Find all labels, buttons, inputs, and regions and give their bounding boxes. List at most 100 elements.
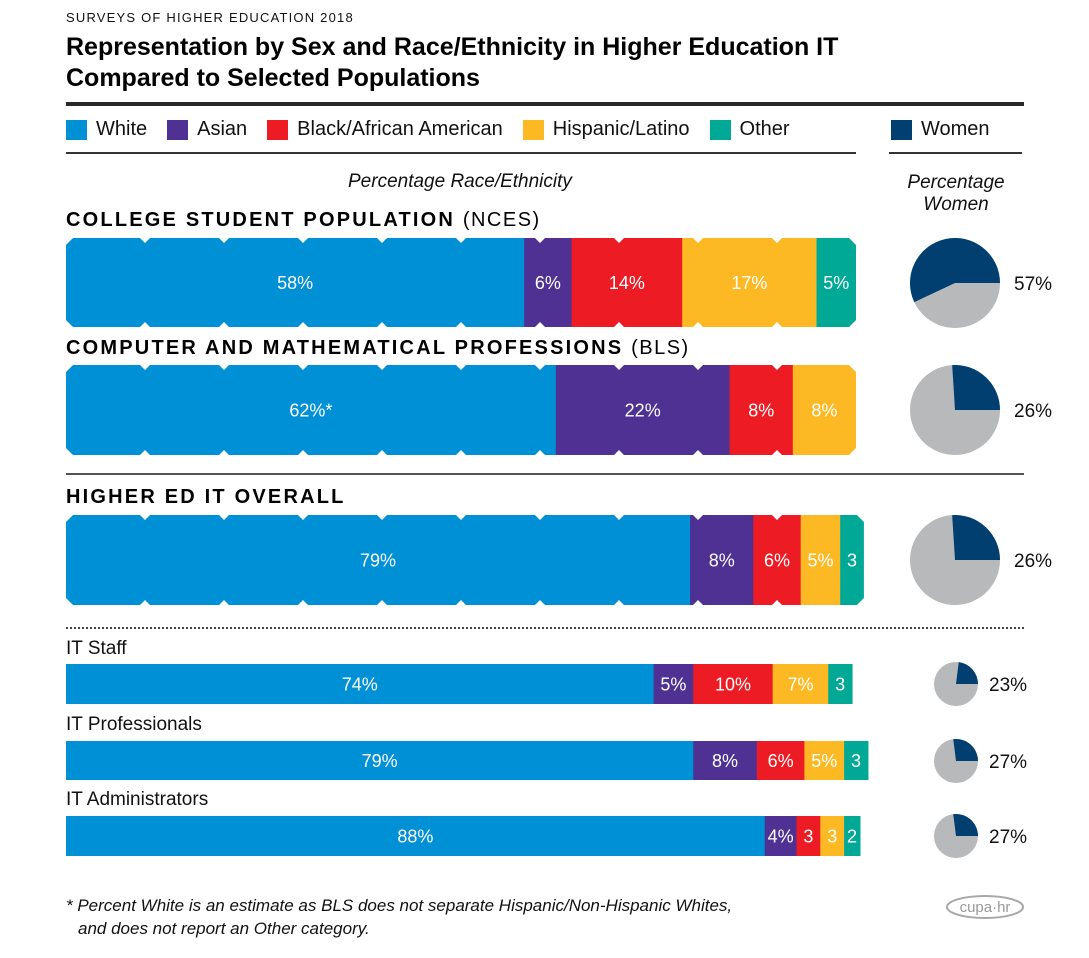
bar-segment-hispanic-latino (804, 741, 845, 780)
footnote-line2: and does not report an Other category. (78, 919, 370, 938)
bar-value-label: 88% (397, 827, 433, 847)
women-axis-label-line1: Percentage (907, 172, 1005, 193)
legend-swatch (66, 119, 87, 140)
bar-segment-white (66, 664, 655, 704)
report-kicker: SURVEYS OF HIGHER EDUCATION 2018 (66, 10, 354, 25)
pie-slice-women (953, 814, 978, 836)
women-percent-label: 27% (989, 827, 1027, 848)
group-name: HIGHER ED IT OVERALL (66, 486, 346, 508)
women-pie (910, 237, 1000, 328)
legend-label: Other (739, 118, 790, 140)
title-rule (66, 102, 1024, 106)
bar-value-label: 3 (803, 827, 813, 847)
bar-segment-asian (653, 664, 694, 704)
bar-segment-black-african-american (729, 365, 794, 455)
legend-swatch (709, 119, 731, 140)
legend-label: Black/African American (297, 118, 503, 140)
bar-value-label: 8% (811, 401, 837, 421)
women-axis-label-line2: Women (923, 194, 989, 215)
bar-segment-black-african-american (571, 238, 683, 327)
women-axis-label: Percentage Women (888, 172, 1024, 216)
bar-segment-black-african-american (756, 741, 805, 780)
section-divider (66, 473, 1024, 475)
dotted-divider (66, 627, 1024, 629)
bar-segment-white (66, 238, 525, 327)
women-pie (910, 365, 1000, 455)
bar-value-label: 17% (731, 273, 767, 293)
bar-segment-other (844, 741, 869, 780)
pie-slice-women (952, 515, 1000, 560)
bar-group-it-administrators: 88% 4% 3 3 2 27% (66, 814, 1027, 858)
bar-value-label: 10% (715, 675, 751, 695)
bar-segment-white (66, 365, 557, 455)
group-name: COLLEGE STUDENT POPULATION (66, 209, 456, 231)
legend-item-women: Women (891, 118, 990, 141)
bar-value-label: 74% (342, 675, 378, 695)
race-legend-rule (66, 152, 856, 154)
pie-slice-women (953, 739, 978, 761)
bar-segment-hispanic-latino (820, 816, 845, 856)
race-legend: White Asian Black/African American Hispa… (66, 118, 810, 141)
women-percent-label: 27% (989, 752, 1027, 773)
women-legend-rule (889, 152, 1022, 154)
women-pie (934, 814, 978, 858)
bar-value-label: 6% (768, 751, 794, 771)
bar-segment-asian (764, 816, 797, 856)
bar-group-computer-and-mathematical-professions: 62%* 22% 8% 8% 26% (66, 365, 1052, 455)
bar-value-label: 58% (277, 273, 313, 293)
bar-value-label: 5% (811, 751, 837, 771)
bar-value-label: 6% (764, 551, 790, 571)
group-title-college: COLLEGE STUDENT POPULATION (NCES) (66, 209, 541, 232)
footnote: * Percent White is an estimate as BLS do… (66, 894, 732, 940)
women-percent-label: 23% (989, 675, 1027, 696)
women-legend: Women (891, 118, 1010, 141)
group-source: (BLS) (631, 337, 690, 359)
bar-value-label: 5% (807, 551, 833, 571)
legend-label: Hispanic/Latino (552, 118, 690, 140)
legend-label: Women (921, 118, 990, 140)
bar-segment-hispanic-latino (682, 238, 817, 327)
bar-segment-white (66, 741, 694, 780)
group-title-computer-math: COMPUTER AND MATHEMATICAL PROFESSIONS (B… (66, 337, 690, 360)
bar-segment-hispanic-latino (772, 664, 829, 704)
bar-value-label: 8% (709, 551, 735, 571)
bar-value-label: 4% (768, 827, 794, 847)
pie-slice-women (956, 662, 978, 684)
group-title-it-administrators: IT Administrators (66, 789, 209, 810)
group-title-it-professionals: IT Professionals (66, 714, 202, 735)
bar-value-label: 8% (748, 401, 774, 421)
women-pie (934, 662, 978, 706)
bar-value-label: 5% (823, 273, 849, 293)
bar-segment-hispanic-latino (792, 365, 856, 455)
bar-segment-other (828, 664, 853, 704)
bar-segment-asian (555, 365, 731, 455)
bar-segment-asian (690, 515, 754, 605)
chart-title: Representation by Sex and Race/Ethnicity… (66, 32, 838, 94)
race-axis-label: Percentage Race/Ethnicity (348, 171, 572, 192)
bar-value-label: 3 (827, 827, 837, 847)
group-title-it-staff: IT Staff (66, 638, 127, 659)
pie-slice-women (910, 237, 1000, 303)
bar-segment-white (66, 816, 766, 856)
women-percent-label: 26% (1014, 401, 1052, 422)
bar-value-label: 3 (851, 751, 861, 771)
cupa-hr-logo: cupa·hr (946, 895, 1024, 919)
pie-slice-women (952, 365, 1000, 410)
women-percent-label: 57% (1014, 274, 1052, 295)
legend-item-asian: Asian (167, 118, 247, 141)
bar-value-label: 6% (535, 273, 561, 293)
bar-segment-black-african-american (796, 816, 821, 856)
bar-segment-black-african-american (753, 515, 802, 605)
bar-segment-hispanic-latino (800, 515, 841, 605)
legend-swatch (891, 119, 912, 140)
group-title-it-overall: HIGHER ED IT OVERALL (66, 486, 346, 509)
legend-item-white: White (66, 118, 147, 141)
bar-segment-asian (524, 238, 573, 327)
bar-segment-other (844, 816, 861, 856)
bar-group-higher-ed-it-overall: 79% 8% 6% 5% 3 26% (66, 515, 1052, 605)
bar-value-label: 3 (847, 551, 857, 571)
legend-item-other: Other (709, 118, 790, 141)
bar-value-label: 8% (712, 751, 738, 771)
bar-segment-other (816, 238, 856, 327)
legend-item-black: Black/African American (267, 118, 503, 141)
